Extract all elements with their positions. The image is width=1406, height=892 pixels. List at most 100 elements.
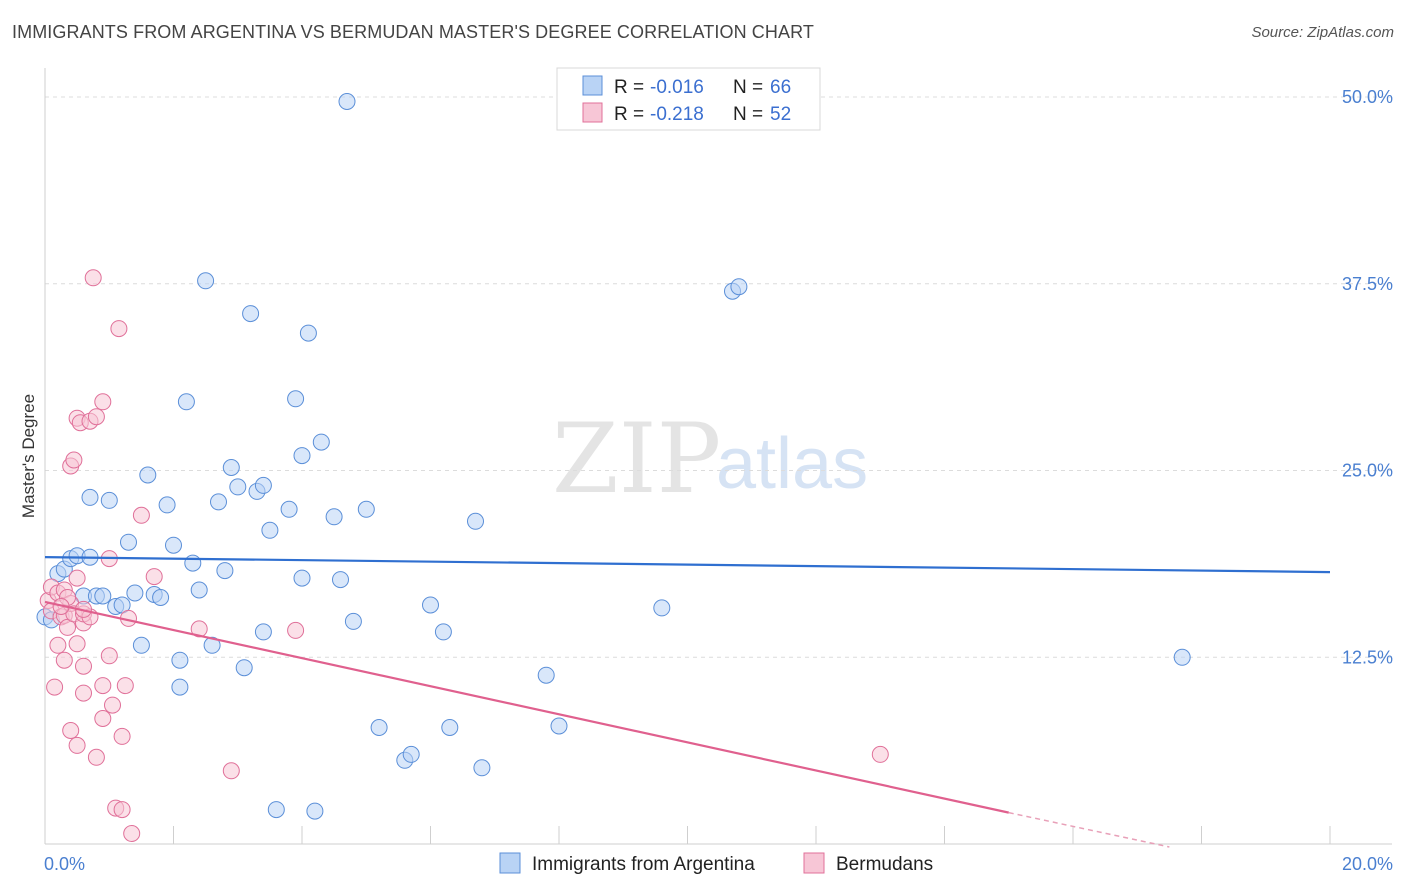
stats-legend: R = -0.016 N = 66 R = -0.218 N = 52 xyxy=(556,67,821,131)
data-point-0-22 xyxy=(177,393,195,411)
stats-n-label-1: N = xyxy=(733,77,763,98)
stats-r-value-1: -0.016 xyxy=(650,77,704,98)
stats-r-label-2: R = xyxy=(614,104,644,125)
data-point-1-31 xyxy=(94,677,112,695)
data-point-0-14 xyxy=(132,636,150,654)
data-point-1-48 xyxy=(871,745,889,763)
data-point-0-17 xyxy=(152,589,170,606)
chart-source: Source: ZipAtlas.com xyxy=(1251,24,1394,41)
series-legend-swatch-argentina xyxy=(499,852,521,874)
watermark-zip: ZIP xyxy=(552,403,721,515)
data-point-1-47 xyxy=(287,621,305,639)
data-point-0-59 xyxy=(550,717,568,735)
stats-n-label-2: N = xyxy=(733,104,763,125)
chart-title: IMMIGRANTS FROM ARGENTINA VS BERMUDAN MA… xyxy=(12,22,814,42)
data-point-1-45 xyxy=(190,620,208,638)
data-point-1-35 xyxy=(104,696,121,714)
trend-line-1 xyxy=(44,600,1009,814)
data-point-0-27 xyxy=(210,493,227,511)
stats-n-value-2: 52 xyxy=(770,104,791,125)
data-point-0-21 xyxy=(171,678,189,696)
data-point-0-52 xyxy=(402,745,420,763)
data-point-1-24 xyxy=(75,684,92,702)
data-point-1-38 xyxy=(113,801,131,819)
data-point-0-62 xyxy=(730,278,748,296)
series-legend: Immigrants from Argentina Bermudans xyxy=(499,852,933,875)
data-point-1-39 xyxy=(113,727,131,745)
data-point-0-25 xyxy=(197,272,215,290)
data-point-0-58 xyxy=(537,666,555,684)
data-point-0-28 xyxy=(216,562,234,580)
data-point-0-40 xyxy=(293,569,311,587)
data-point-0-23 xyxy=(184,554,202,572)
series-legend-label-argentina: Immigrants from Argentina xyxy=(532,854,755,875)
data-point-0-36 xyxy=(261,521,279,539)
series-legend-swatch-bermudans xyxy=(803,852,825,874)
data-point-1-44 xyxy=(145,568,163,586)
data-point-0-48 xyxy=(344,612,362,630)
y-tick-label-0: 12.5% xyxy=(1342,647,1393,667)
data-point-0-50 xyxy=(370,719,388,736)
data-point-1-5 xyxy=(49,636,67,654)
data-point-0-41 xyxy=(293,447,311,465)
data-point-0-29 xyxy=(222,459,240,476)
data-point-1-17 xyxy=(68,569,86,587)
data-point-0-8 xyxy=(94,587,112,605)
series-legend-label-bermudans: Bermudans xyxy=(836,854,933,875)
data-point-0-46 xyxy=(332,571,349,589)
x-tick-label-0: 0.0% xyxy=(44,854,85,874)
data-point-1-30 xyxy=(94,710,112,727)
data-point-1-43 xyxy=(132,506,150,524)
data-point-0-31 xyxy=(235,659,253,677)
data-point-1-28 xyxy=(87,748,105,766)
data-point-0-13 xyxy=(126,584,144,602)
data-point-1-14 xyxy=(65,451,83,469)
data-point-1-29 xyxy=(87,408,105,426)
data-point-1-20 xyxy=(68,736,86,754)
x-tick-label-1: 20.0% xyxy=(1342,854,1393,874)
data-point-0-19 xyxy=(165,536,182,554)
data-point-1-46 xyxy=(222,762,240,780)
y-axis-label: Master's Degree xyxy=(19,394,38,518)
data-point-1-42 xyxy=(123,825,141,842)
trend-line-dashed-1 xyxy=(1008,811,1170,848)
data-point-0-37 xyxy=(267,801,285,819)
data-point-1-40 xyxy=(116,677,134,695)
data-point-1-27 xyxy=(84,269,102,287)
y-tick-labels: 12.5% 25.0% 37.5% 50.0% xyxy=(1342,87,1393,667)
data-point-0-12 xyxy=(120,533,137,551)
data-point-0-42 xyxy=(299,324,317,342)
y-tick-label-3: 50.0% xyxy=(1342,87,1393,107)
data-point-0-45 xyxy=(325,508,343,526)
data-point-0-26 xyxy=(203,636,221,654)
data-point-1-33 xyxy=(100,647,118,665)
y-tick-label-1: 25.0% xyxy=(1342,461,1393,481)
trend-line-0 xyxy=(44,556,1331,574)
stats-legend-swatch-bermudans xyxy=(582,102,603,123)
data-point-0-53 xyxy=(422,596,439,614)
data-point-1-32 xyxy=(94,393,112,411)
data-point-0-47 xyxy=(338,93,356,110)
data-point-0-24 xyxy=(190,581,208,599)
data-point-1-13 xyxy=(62,722,80,739)
data-point-1-22 xyxy=(75,657,92,675)
data-point-0-38 xyxy=(280,500,298,518)
watermark-atlas: atlas xyxy=(716,424,868,504)
data-points xyxy=(36,93,1191,842)
data-point-0-43 xyxy=(306,802,324,820)
data-point-0-9 xyxy=(100,491,118,509)
data-point-0-56 xyxy=(467,512,484,530)
data-point-0-6 xyxy=(81,488,99,506)
data-point-1-37 xyxy=(110,320,128,338)
x-tick-labels: 0.0% 20.0% xyxy=(44,854,1393,874)
stats-r-label-1: R = xyxy=(614,77,644,98)
data-point-0-34 xyxy=(254,476,272,494)
y-tick-label-2: 37.5% xyxy=(1342,274,1393,294)
data-point-0-20 xyxy=(171,651,189,669)
data-point-1-7 xyxy=(55,651,73,669)
data-point-0-35 xyxy=(254,623,272,641)
stats-legend-swatch-argentina xyxy=(582,75,603,96)
data-point-0-60 xyxy=(653,599,671,617)
data-point-0-54 xyxy=(434,623,452,641)
